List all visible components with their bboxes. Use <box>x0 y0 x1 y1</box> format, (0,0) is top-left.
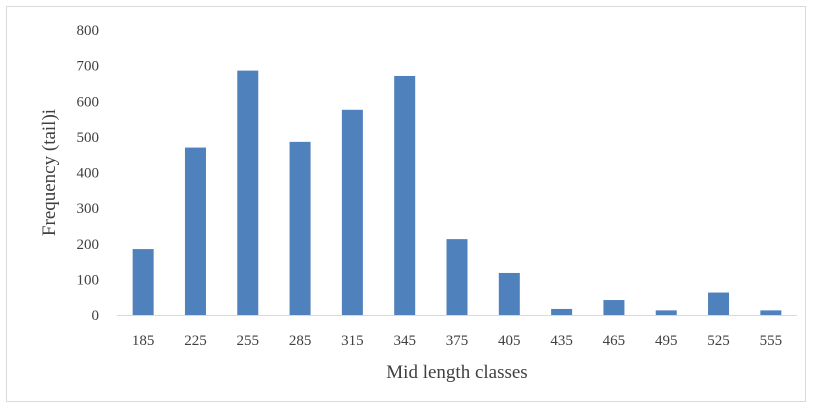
bar <box>341 109 363 315</box>
x-tick-label: 495 <box>655 333 678 349</box>
y-tick-label: 100 <box>77 272 100 288</box>
x-tick-label: 435 <box>550 333 573 349</box>
y-tick-label: 700 <box>77 59 100 75</box>
x-tick-label: 345 <box>393 333 416 349</box>
x-tick-label: 555 <box>760 333 783 349</box>
y-tick-label: 800 <box>77 23 100 39</box>
y-tick-label: 200 <box>77 237 100 253</box>
bar <box>394 75 416 315</box>
x-tick-label: 465 <box>603 333 626 349</box>
bars <box>132 70 782 315</box>
bar <box>132 249 154 315</box>
x-tick-label: 185 <box>132 333 155 349</box>
bar <box>603 300 625 315</box>
x-tick-label: 315 <box>341 333 364 349</box>
y-tick-label: 400 <box>77 166 100 182</box>
x-axis-ticks: 185 225 255 285 315 345 375 405 435 465 495 525 555 <box>132 333 782 349</box>
y-tick-label: 300 <box>77 201 100 217</box>
y-axis-title: Frequency (tail)i <box>39 109 60 236</box>
bar <box>551 308 573 315</box>
x-tick-label: 405 <box>498 333 521 349</box>
bar <box>446 239 468 315</box>
x-tick-label: 525 <box>707 333 730 349</box>
y-tick-label: 0 <box>92 308 100 324</box>
bar <box>760 310 782 315</box>
bar <box>237 70 259 315</box>
bar <box>655 310 677 315</box>
x-tick-label: 375 <box>446 333 469 349</box>
bar <box>708 292 730 315</box>
x-axis-title: Mid length classes <box>386 362 527 383</box>
y-tick-label: 600 <box>77 94 100 110</box>
x-tick-label: 255 <box>237 333 260 349</box>
y-axis-ticks: 0 100 200 300 400 500 600 700 800 <box>77 23 100 324</box>
x-tick-label: 225 <box>184 333 207 349</box>
y-tick-label: 500 <box>77 130 100 146</box>
x-tick-label: 285 <box>289 333 312 349</box>
bar <box>289 141 311 315</box>
bar <box>184 147 206 315</box>
bar <box>498 272 520 315</box>
